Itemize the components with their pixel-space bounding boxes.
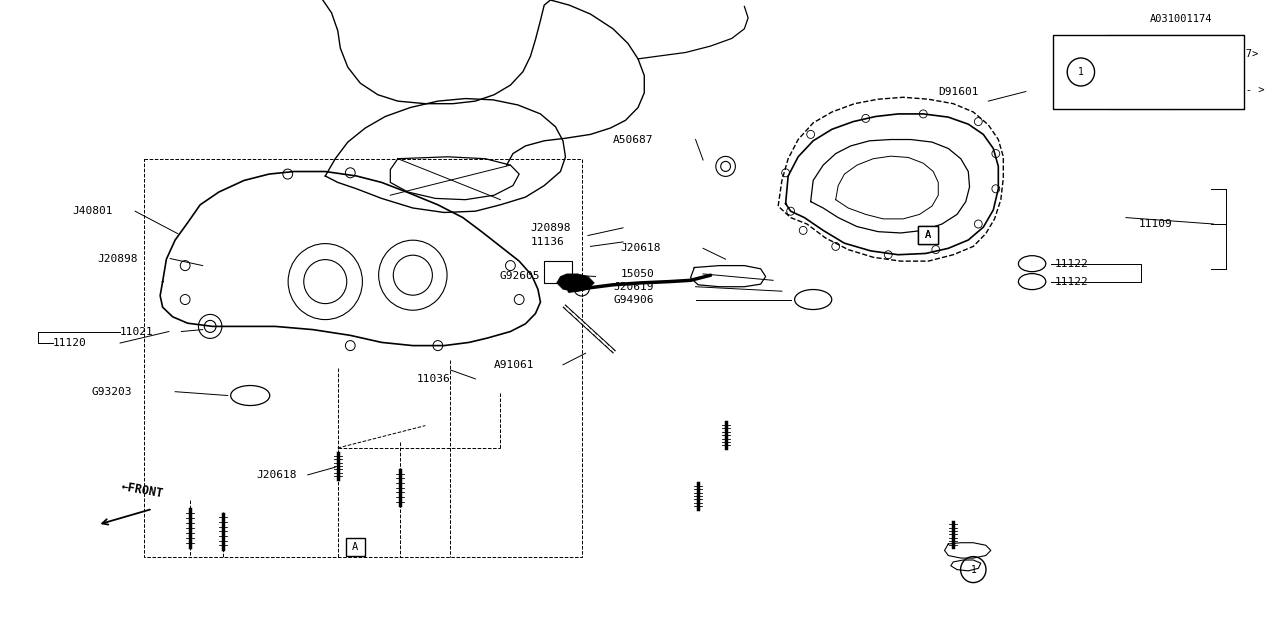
Text: J20618: J20618 bbox=[256, 470, 297, 480]
Text: A91061: A91061 bbox=[494, 360, 535, 370]
Text: G93203: G93203 bbox=[91, 387, 132, 397]
Text: 11036: 11036 bbox=[416, 374, 451, 384]
Text: J40801: J40801 bbox=[73, 206, 113, 216]
Text: <’17MY11608- >: <’17MY11608- > bbox=[1178, 85, 1265, 95]
Text: A: A bbox=[352, 542, 358, 552]
Text: J20898: J20898 bbox=[97, 253, 138, 264]
Bar bbox=[919, 226, 938, 244]
Text: 11122: 11122 bbox=[1055, 276, 1088, 287]
Bar bbox=[1053, 35, 1244, 109]
Text: 11109: 11109 bbox=[1138, 219, 1172, 229]
Text: 1: 1 bbox=[970, 564, 977, 575]
Text: 11021: 11021 bbox=[120, 326, 154, 337]
Text: G94906: G94906 bbox=[613, 294, 654, 305]
Text: A50687: A50687 bbox=[613, 134, 654, 145]
Text: J20619: J20619 bbox=[613, 282, 654, 292]
Text: A031001174: A031001174 bbox=[1149, 14, 1212, 24]
Text: 1: 1 bbox=[1078, 67, 1084, 77]
Text: 32195: 32195 bbox=[1112, 85, 1143, 95]
Polygon shape bbox=[557, 274, 594, 292]
Bar bbox=[544, 261, 572, 283]
Text: 11136: 11136 bbox=[530, 237, 564, 247]
Text: 11120: 11120 bbox=[52, 338, 86, 348]
Text: J20898: J20898 bbox=[530, 223, 571, 233]
Text: G92605: G92605 bbox=[499, 271, 540, 282]
Text: A: A bbox=[925, 230, 932, 240]
Text: J20618: J20618 bbox=[621, 243, 660, 253]
Text: A: A bbox=[925, 230, 932, 240]
Text: 15050: 15050 bbox=[621, 269, 654, 279]
Polygon shape bbox=[951, 560, 980, 571]
Text: < -’17MY1607>: < -’17MY1607> bbox=[1178, 49, 1258, 59]
Text: 11122: 11122 bbox=[1055, 259, 1088, 269]
Bar bbox=[346, 538, 365, 556]
Text: ←FRONT: ←FRONT bbox=[120, 480, 164, 500]
Text: D91601: D91601 bbox=[938, 86, 979, 97]
Bar bbox=[919, 226, 938, 244]
Bar bbox=[143, 159, 581, 557]
Text: H01621: H01621 bbox=[1112, 49, 1149, 59]
